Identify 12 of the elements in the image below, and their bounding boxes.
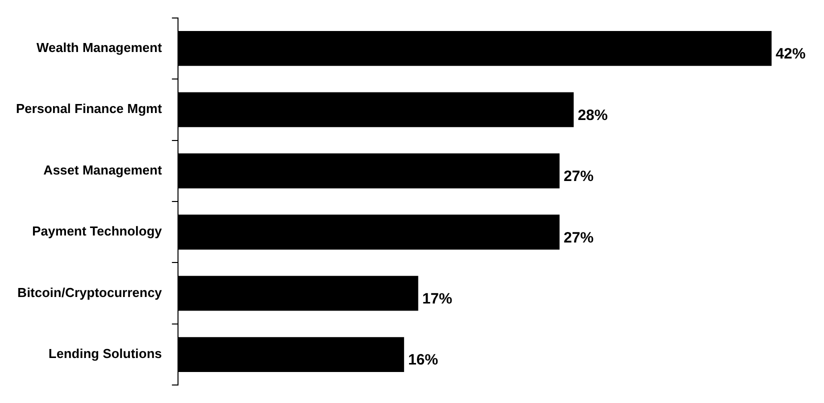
y-tick-label: Wealth Management (36, 40, 163, 55)
y-tick-label: Payment Technology (32, 224, 163, 239)
y-tick-label: Asset Management (43, 162, 163, 178)
data-label: 27% (564, 229, 594, 246)
data-label: 17% (422, 290, 452, 308)
data-label: 16% (408, 352, 438, 369)
data-label: 42% (776, 46, 806, 63)
data-label: 27% (564, 168, 594, 186)
y-tick-label: Personal Finance Mgmt (16, 101, 163, 116)
y-tick-label: Bitcoin/Cryptocurrency (17, 284, 163, 300)
data-label: 28% (578, 106, 608, 124)
y-tick-label: Lending Solutions (48, 346, 162, 362)
